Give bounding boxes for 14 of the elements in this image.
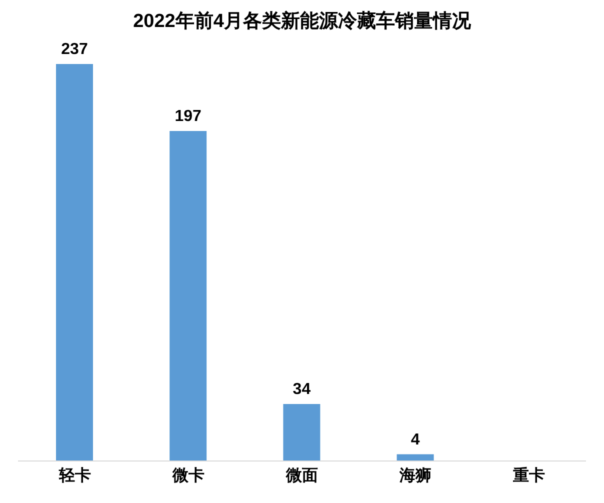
data-label: 34 (292, 381, 311, 398)
x-tick-label: 微面 (285, 466, 318, 484)
bar (283, 404, 320, 461)
bar (56, 64, 93, 461)
bar (170, 131, 207, 461)
data-label: 237 (61, 41, 88, 58)
x-tick-label: 海狮 (398, 466, 432, 484)
x-tick-label: 微卡 (171, 466, 204, 484)
x-tick-label: 轻卡 (58, 466, 91, 484)
chart-title: 2022年前4月各类新能源冷藏车销量情况 (132, 10, 472, 34)
x-tick-label: 重卡 (512, 466, 546, 484)
data-label: 197 (174, 108, 202, 126)
bar (396, 454, 434, 461)
data-label: 4 (410, 431, 420, 448)
